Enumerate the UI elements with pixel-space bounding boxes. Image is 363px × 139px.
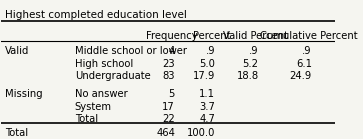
Text: 3.7: 3.7 xyxy=(199,101,215,111)
Text: Cumulative Percent: Cumulative Percent xyxy=(260,31,358,41)
Text: System: System xyxy=(75,101,112,111)
Text: 24.9: 24.9 xyxy=(290,71,312,81)
Text: 464: 464 xyxy=(156,128,175,138)
Text: .9: .9 xyxy=(205,46,215,56)
Text: 6.1: 6.1 xyxy=(296,59,312,69)
Text: 83: 83 xyxy=(163,71,175,81)
Text: No answer: No answer xyxy=(75,89,128,99)
Text: 22: 22 xyxy=(162,114,175,124)
Text: .9: .9 xyxy=(249,46,258,56)
Text: Undergraduate: Undergraduate xyxy=(75,71,151,81)
Text: 17: 17 xyxy=(162,101,175,111)
Text: Missing: Missing xyxy=(5,89,42,99)
Text: 5.0: 5.0 xyxy=(199,59,215,69)
Text: 4.7: 4.7 xyxy=(199,114,215,124)
Text: 5.2: 5.2 xyxy=(242,59,258,69)
Text: Percent: Percent xyxy=(193,31,231,41)
Text: 100.0: 100.0 xyxy=(187,128,215,138)
Text: Valid Percent: Valid Percent xyxy=(223,31,287,41)
Text: 4: 4 xyxy=(169,46,175,56)
Text: 1.1: 1.1 xyxy=(199,89,215,99)
Text: Middle school or lower: Middle school or lower xyxy=(75,46,187,56)
Text: .9: .9 xyxy=(302,46,312,56)
Text: Total: Total xyxy=(75,114,98,124)
Text: Total: Total xyxy=(5,128,28,138)
Text: Highest completed education level: Highest completed education level xyxy=(5,10,187,20)
Text: High school: High school xyxy=(75,59,133,69)
Text: Valid: Valid xyxy=(5,46,29,56)
Text: 5: 5 xyxy=(169,89,175,99)
Text: Frequency: Frequency xyxy=(146,31,197,41)
Text: 18.8: 18.8 xyxy=(236,71,258,81)
Text: 17.9: 17.9 xyxy=(193,71,215,81)
Text: 23: 23 xyxy=(162,59,175,69)
